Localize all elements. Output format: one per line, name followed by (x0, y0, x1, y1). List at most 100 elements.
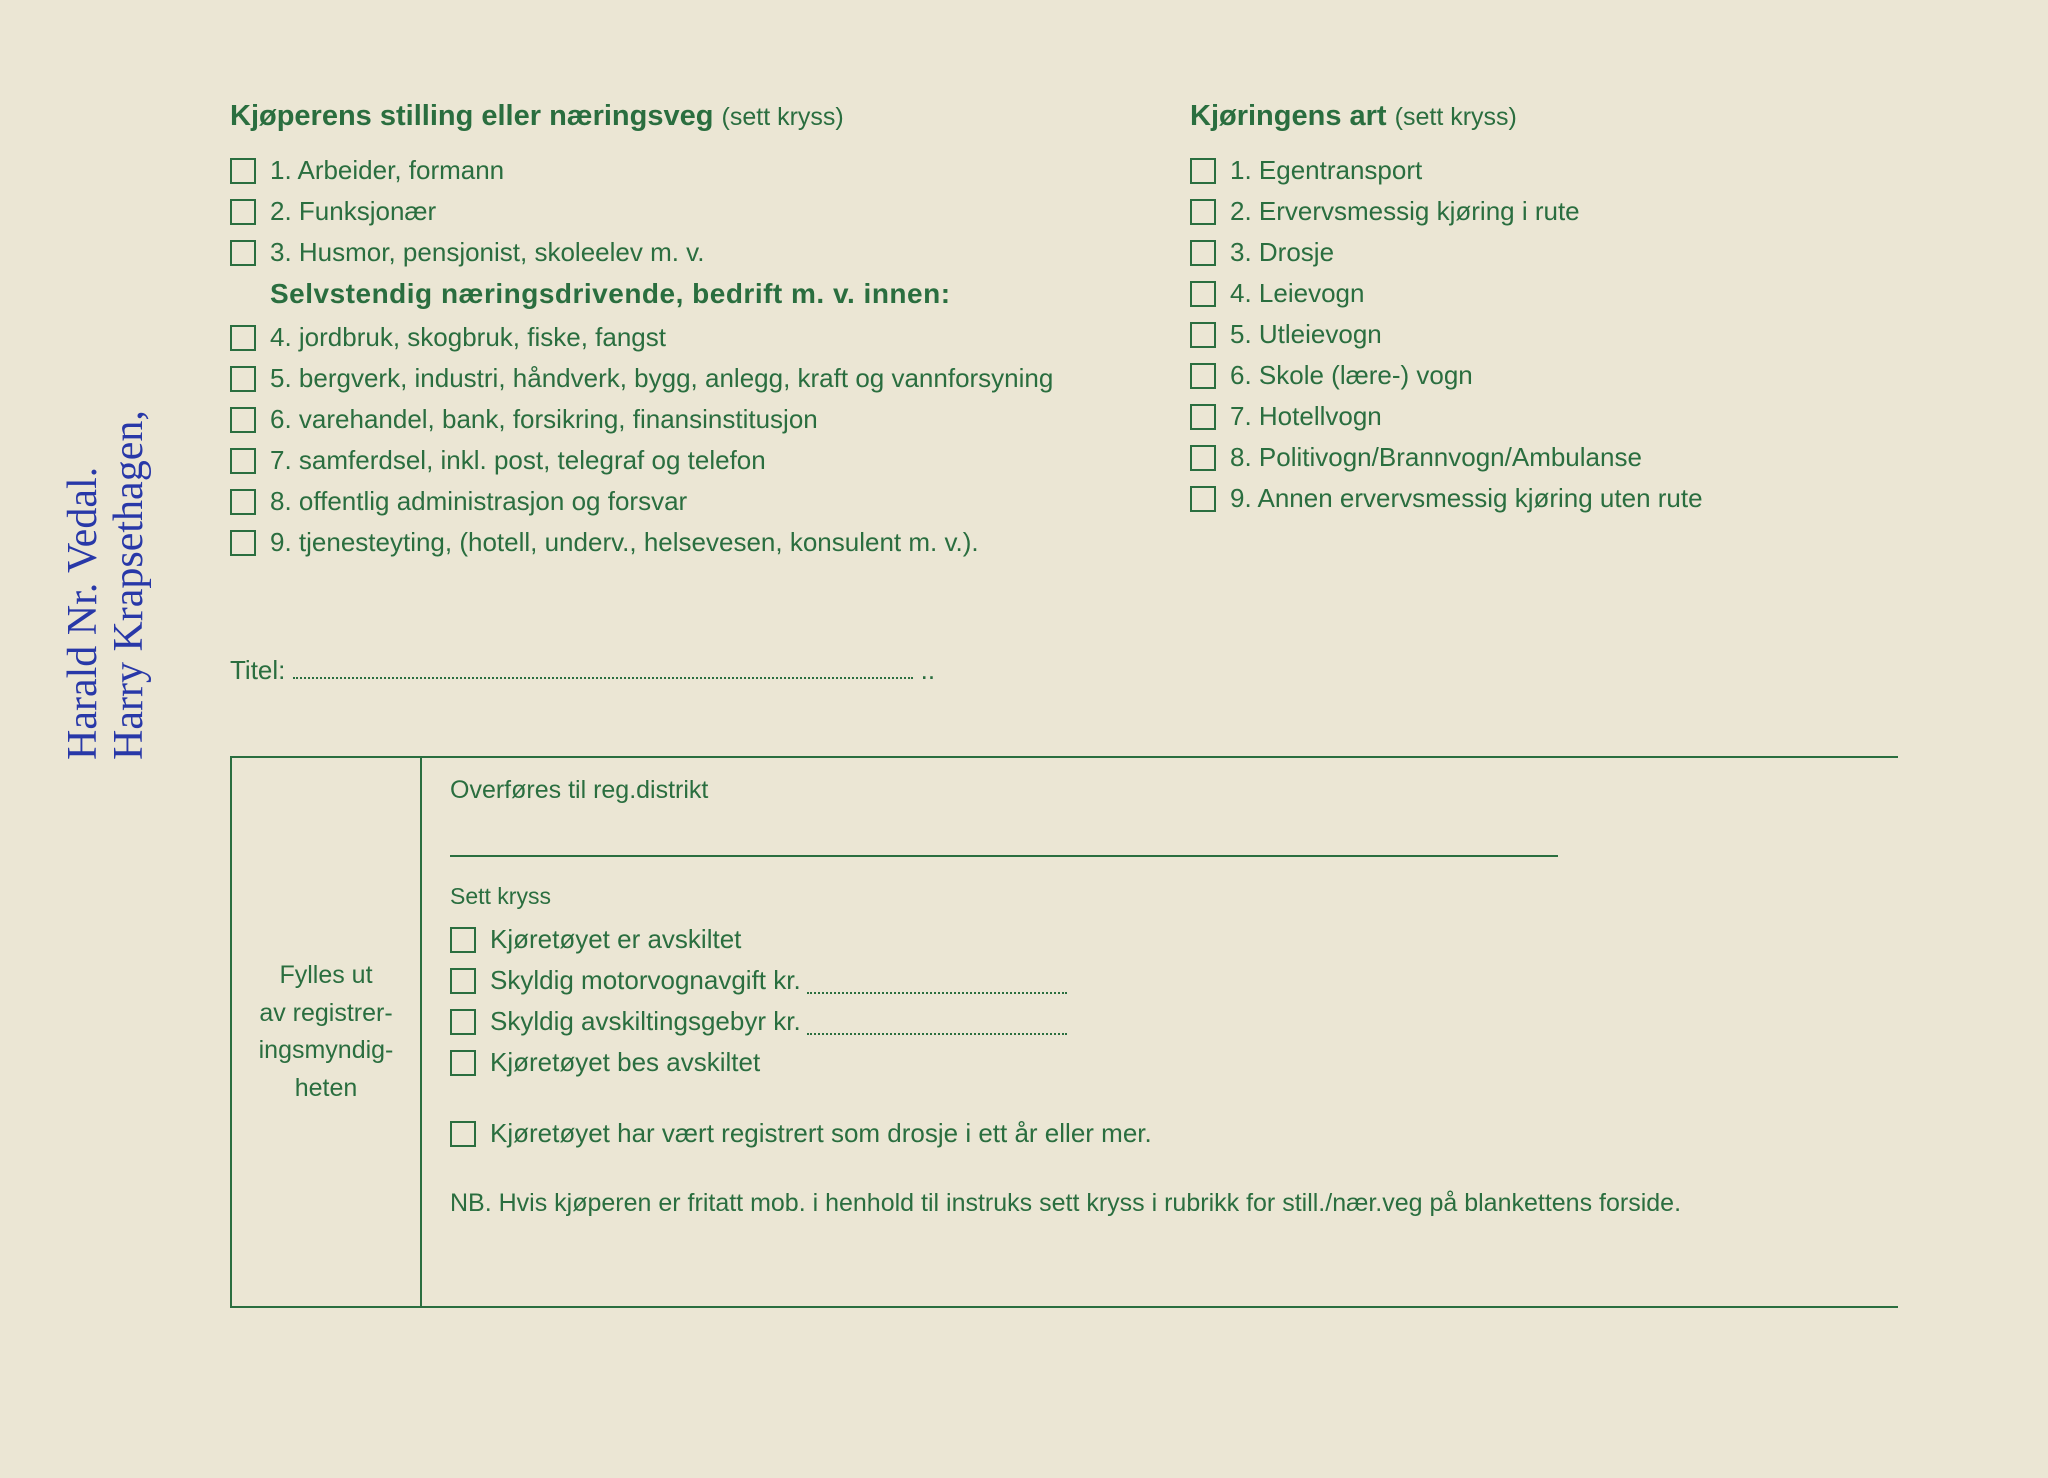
checkbox[interactable] (450, 968, 476, 994)
occupation-item: 4. jordbruk, skogbruk, fiske, fangst (230, 322, 1100, 353)
item-label: 6. varehandel, bank, forsikring, finansi… (270, 404, 818, 435)
self-employed-subheading: Selvstendig næringsdrivende, bedrift m. … (270, 278, 1100, 310)
item-label: Skyldig motorvognavgift kr. (490, 965, 801, 996)
driving-item: 8. Politivogn/Brannvogn/Ambulanse (1190, 442, 1898, 473)
occupation-item: 6. varehandel, bank, forsikring, finansi… (230, 404, 1100, 435)
checkbox[interactable] (230, 448, 256, 474)
occupation-item: 5. bergverk, industri, håndverk, bygg, a… (230, 363, 1100, 394)
item-label: Kjøretøyet er avskiltet (490, 924, 741, 955)
checkbox[interactable] (450, 927, 476, 953)
checkbox[interactable] (1190, 158, 1216, 184)
authority-label-column: Fylles ut av registrer- ingsmyndig- hete… (232, 758, 422, 1306)
authority-check-item: Kjøretøyet er avskiltet (450, 924, 1870, 955)
item-label: 4. jordbruk, skogbruk, fiske, fangst (270, 322, 666, 353)
authority-text-2: av registrer- (259, 995, 392, 1033)
checkbox[interactable] (450, 1050, 476, 1076)
driving-item: 5. Utleievogn (1190, 319, 1898, 350)
title-bold: Kjøringens art (1190, 100, 1387, 132)
occupation-item: 2. Funksjonær (230, 196, 1100, 227)
checkbox[interactable] (1190, 240, 1216, 266)
authority-check-item-long: Kjøretøyet har vært registrert som drosj… (450, 1118, 1870, 1149)
titel-label: Titel: (230, 655, 285, 686)
checkbox[interactable] (230, 325, 256, 351)
item-label: 1. Arbeider, formann (270, 155, 504, 186)
checkbox[interactable] (1190, 199, 1216, 225)
driving-type-title: Kjøringens art (sett kryss) (1190, 100, 1898, 133)
item-label: Skyldig avskiltingsgebyr kr. (490, 1006, 801, 1037)
checkbox[interactable] (230, 199, 256, 225)
occupation-item: 1. Arbeider, formann (230, 155, 1100, 186)
handwriting-line-2: Harry Krapsethagen, (106, 410, 152, 760)
driving-item: 1. Egentransport (1190, 155, 1898, 186)
registration-authority-box: Fylles ut av registrer- ingsmyndig- hete… (230, 756, 1898, 1306)
occupation-item: 7. samferdsel, inkl. post, telegraf og t… (230, 445, 1100, 476)
occupation-item: 8. offentlig administrasjon og forsvar (230, 486, 1100, 517)
authority-text-1: Fylles ut (279, 957, 372, 995)
amount-input-line[interactable] (807, 968, 1067, 994)
driving-item: 3. Drosje (1190, 237, 1898, 268)
handwriting-line-1: Harald Nr. Vedal. (60, 467, 106, 760)
authority-check-item: Kjøretøyet bes avskiltet (450, 1047, 1870, 1078)
checkbox[interactable] (1190, 281, 1216, 307)
driving-item: 9. Annen ervervsmessig kjøring uten rute (1190, 483, 1898, 514)
checkbox[interactable] (450, 1009, 476, 1035)
checkbox[interactable] (230, 240, 256, 266)
divider (450, 855, 1558, 857)
driving-item: 7. Hotellvogn (1190, 401, 1898, 432)
checkbox[interactable] (1190, 322, 1216, 348)
handwritten-margin-note: Harald Nr. Vedal. Harry Krapsethagen, (60, 410, 152, 760)
item-label: 9. Annen ervervsmessig kjøring uten rute (1230, 483, 1703, 514)
checkbox[interactable] (1190, 404, 1216, 430)
item-label: 7. samferdsel, inkl. post, telegraf og t… (270, 445, 766, 476)
item-label: 3. Drosje (1230, 237, 1334, 268)
checkbox[interactable] (230, 489, 256, 515)
authority-text-3: ingsmyndig- (259, 1032, 394, 1070)
item-label: 2. Funksjonær (270, 196, 436, 227)
checkbox[interactable] (230, 366, 256, 392)
sett-kryss-label: Sett kryss (450, 883, 1870, 910)
buyer-occupation-title: Kjøperens stilling eller næringsveg (set… (230, 100, 1100, 133)
checkbox[interactable] (230, 530, 256, 556)
driving-item: 6. Skole (lære-) vogn (1190, 360, 1898, 391)
checkbox[interactable] (1190, 445, 1216, 471)
bottom-border-line (230, 1306, 1898, 1308)
nb-note: NB. Hvis kjøperen er fritatt mob. i henh… (450, 1189, 1870, 1218)
authority-text-4: heten (295, 1070, 358, 1108)
title-light: (sett kryss) (1395, 103, 1517, 131)
item-label: 5. bergverk, industri, håndverk, bygg, a… (270, 363, 1053, 394)
checkbox[interactable] (1190, 363, 1216, 389)
checkbox[interactable] (230, 158, 256, 184)
titel-field: Titel: .. (230, 653, 1898, 686)
item-label: Kjøretøyet bes avskiltet (490, 1047, 760, 1078)
buyer-occupation-section: Kjøperens stilling eller næringsveg (set… (230, 100, 1100, 568)
transfer-district-label: Overføres til reg.distrikt (450, 776, 1870, 805)
driving-item: 2. Ervervsmessig kjøring i rute (1190, 196, 1898, 227)
checkbox[interactable] (1190, 486, 1216, 512)
driving-item: 4. Leievogn (1190, 278, 1898, 309)
amount-input-line[interactable] (807, 1009, 1067, 1035)
item-label: 8. offentlig administrasjon og forsvar (270, 486, 687, 517)
occupation-item: 9. tjenesteyting, (hotell, underv., hels… (230, 527, 1100, 558)
occupation-item: 3. Husmor, pensjonist, skoleelev m. v. (230, 237, 1100, 268)
authority-check-item: Skyldig avskiltingsgebyr kr. (450, 1006, 1870, 1037)
item-label: 3. Husmor, pensjonist, skoleelev m. v. (270, 237, 704, 268)
checkbox[interactable] (450, 1121, 476, 1147)
dotted-trail: .. (913, 655, 935, 686)
authority-check-item: Skyldig motorvognavgift kr. (450, 965, 1870, 996)
item-label: 5. Utleievogn (1230, 319, 1382, 350)
form-page: Kjøperens stilling eller næringsveg (set… (230, 100, 1898, 1398)
item-label: 8. Politivogn/Brannvogn/Ambulanse (1230, 442, 1642, 473)
driving-type-section: Kjøringens art (sett kryss) 1. Egentrans… (1190, 100, 1898, 568)
title-bold: Kjøperens stilling eller næringsveg (230, 100, 713, 132)
item-label: 6. Skole (lære-) vogn (1230, 360, 1473, 391)
title-light: (sett kryss) (722, 103, 844, 131)
item-label: 9. tjenesteyting, (hotell, underv., hels… (270, 527, 979, 558)
checkbox[interactable] (230, 407, 256, 433)
top-columns: Kjøperens stilling eller næringsveg (set… (230, 100, 1898, 568)
item-label: 7. Hotellvogn (1230, 401, 1382, 432)
titel-input-line[interactable] (293, 653, 913, 679)
item-label: 2. Ervervsmessig kjøring i rute (1230, 196, 1580, 227)
authority-fields-column: Overføres til reg.distrikt Sett kryss Kj… (422, 758, 1898, 1306)
item-label: Kjøretøyet har vært registrert som drosj… (490, 1118, 1152, 1149)
item-label: 1. Egentransport (1230, 155, 1422, 186)
